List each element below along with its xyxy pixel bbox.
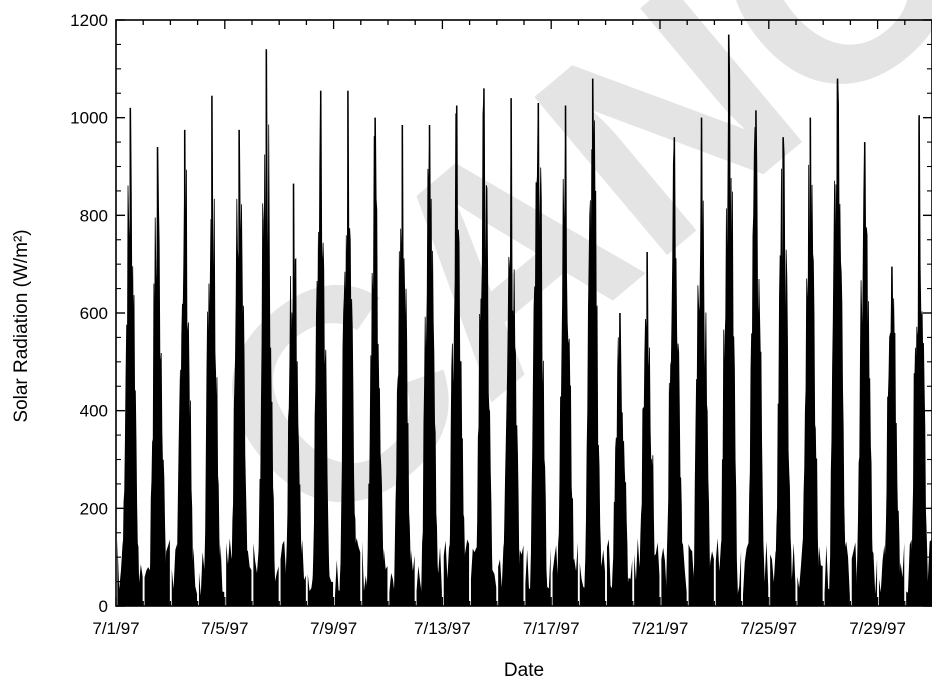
x-axis-title: Date (504, 660, 544, 681)
baseline-noise (443, 539, 470, 606)
y-tick-label: 800 (80, 206, 108, 225)
x-tick-label: 7/5/97 (201, 619, 248, 638)
y-tick-label: 0 (99, 597, 108, 616)
baseline-noise (606, 539, 633, 606)
baseline-noise (226, 538, 252, 606)
baseline-noise (552, 539, 578, 606)
baseline-noise (362, 540, 388, 606)
baseline-noise (470, 538, 497, 606)
baseline-noise (280, 539, 306, 606)
baseline-noise (253, 543, 279, 606)
x-tick-label: 7/29/97 (849, 619, 906, 638)
baseline-noise (334, 537, 361, 606)
baseline-noise (634, 538, 660, 606)
baseline-noise (878, 542, 905, 606)
baseline-noise (824, 541, 850, 606)
baseline-noise (525, 546, 551, 606)
y-tick-label: 1000 (70, 109, 108, 128)
x-tick-label: 7/21/97 (632, 619, 689, 638)
baseline-noise (715, 538, 742, 606)
data-series-solar-radiation (117, 34, 932, 607)
x-tick-label: 7/13/97 (414, 619, 471, 638)
baseline-noise (498, 542, 524, 606)
baseline-noise (171, 543, 198, 606)
baseline-noise (770, 543, 796, 606)
baseline-noise (661, 540, 687, 606)
x-tick-label: 7/25/97 (740, 619, 797, 638)
x-tick-label: 7/1/97 (92, 619, 139, 638)
baseline-noise (742, 541, 769, 606)
y-tick-label: 200 (80, 499, 108, 518)
x-axis-tick-labels: 7/1/97 7/5/97 7/9/97 7/13/97 7/17/97 7/21/97 7… (92, 619, 906, 638)
baseline-noise (416, 538, 442, 606)
y-tick-label: 600 (80, 304, 108, 323)
y-tick-label: 400 (80, 402, 108, 421)
baseline-noise (117, 538, 143, 606)
baseline-noise (797, 539, 823, 606)
y-tick-label: 1200 (70, 11, 108, 30)
baseline-noise (389, 550, 415, 606)
baseline-noise (307, 542, 334, 606)
x-tick-label: 7/9/97 (310, 619, 357, 638)
baseline-noise (579, 546, 606, 606)
y-axis-tick-labels: 0 200 400 600 800 1000 1200 (70, 11, 108, 616)
y-axis-title: Solar Radiation (W/m²) (11, 229, 32, 422)
baseline-noise (144, 539, 170, 606)
baseline-noise (906, 539, 932, 606)
baseline-noise (688, 538, 714, 606)
baseline-noise (851, 542, 878, 606)
x-tick-label: 7/17/97 (523, 619, 580, 638)
axis-ticks (115, 19, 932, 607)
baseline-noise (198, 541, 225, 606)
